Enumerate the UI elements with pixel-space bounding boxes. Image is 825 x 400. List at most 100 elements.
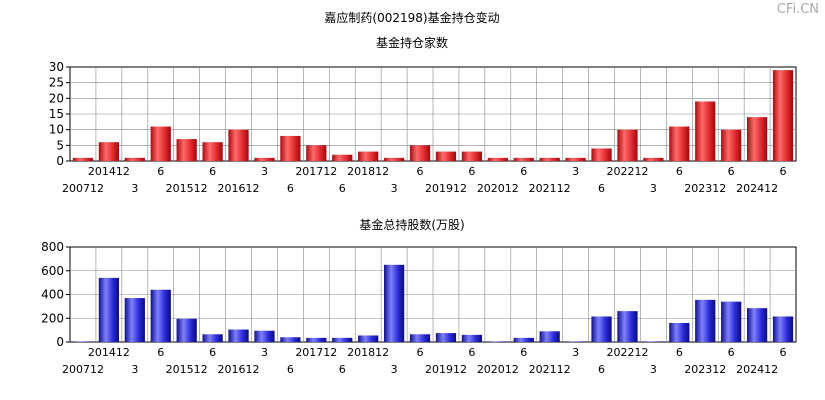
c1-bar — [98, 142, 120, 161]
c2-xtick-label: 202212 — [606, 346, 648, 359]
c2-xtick-label: 3 — [261, 346, 268, 359]
c1-bar — [669, 126, 690, 161]
c1-xtick-label: 201812 — [347, 165, 389, 178]
page-title: 嘉应制药(002198)基金持仓变动 — [324, 10, 499, 25]
c1-xtick-label: 6 — [468, 165, 475, 178]
c2-xtick-label: 3 — [572, 346, 579, 359]
c2-bar — [383, 264, 405, 342]
chart2-title: 基金总持股数(万股) — [359, 217, 464, 232]
c1-bar — [772, 70, 794, 161]
c1-xtick-label: 202012 — [477, 182, 519, 195]
c2-bar — [150, 289, 171, 342]
c2-ytick-label: 200 — [41, 311, 64, 325]
c1-xtick-label: 6 — [520, 165, 527, 178]
c2-xtick-label: 6 — [676, 346, 683, 359]
watermark: CFi.CN — [776, 2, 819, 17]
c1-xtick-label: 202212 — [606, 165, 648, 178]
c2-bar — [124, 298, 145, 342]
c1-ytick-label: 25 — [49, 76, 64, 90]
c2-bar — [487, 341, 508, 342]
c2-xtick-label: 6 — [339, 363, 346, 376]
c2-bar — [746, 308, 768, 342]
c1-bar — [643, 157, 664, 161]
c2-xtick-label: 6 — [157, 346, 164, 359]
c2-bar — [98, 277, 120, 342]
c2-xtick-label: 3 — [131, 363, 138, 376]
c1-bar — [539, 157, 560, 161]
c2-xtick-label: 201712 — [295, 346, 337, 359]
c2-bar — [721, 301, 742, 342]
c1-xtick-label: 202412 — [736, 182, 778, 195]
c1-xtick-label: 6 — [157, 165, 164, 178]
c2-bar — [72, 341, 94, 342]
c1-xtick-label: 6 — [417, 165, 424, 178]
c1-xtick-label: 6 — [780, 165, 787, 178]
c1-bar — [513, 157, 534, 161]
c2-bar — [280, 337, 301, 342]
c1-xtick-label: 3 — [261, 165, 268, 178]
c2-xtick-label: 6 — [780, 346, 787, 359]
c2-bar — [461, 334, 483, 342]
c2-xtick-label: 202312 — [684, 363, 726, 376]
c2-bar — [565, 341, 586, 342]
c1-xtick-label: 202312 — [684, 182, 726, 195]
c2-bar — [617, 311, 638, 342]
c1-bar — [332, 154, 353, 161]
c2-ytick-label: 800 — [41, 240, 64, 254]
c1-bar — [228, 129, 249, 161]
c1-bar — [487, 157, 508, 161]
c1-bar — [746, 117, 768, 161]
c2-ytick-label: 600 — [41, 264, 64, 278]
c2-xtick-label: 201912 — [425, 363, 467, 376]
c2-xtick-label: 6 — [468, 346, 475, 359]
c2-ytick-label: 0 — [56, 335, 64, 349]
c2-bar — [695, 299, 716, 342]
c2-xtick-label: 6 — [417, 346, 424, 359]
c2-bar — [176, 318, 197, 342]
c2-bar — [332, 337, 353, 342]
c1-xtick-label: 201612 — [218, 182, 260, 195]
c2-xtick-label: 6 — [287, 363, 294, 376]
c2-bar — [306, 337, 327, 342]
c1-xtick-label: 3 — [391, 182, 398, 195]
c2-bar — [772, 316, 794, 342]
c1-xtick-label: 6 — [728, 165, 735, 178]
c2-xtick-label: 6 — [598, 363, 605, 376]
c2-xtick-label: 201512 — [166, 363, 208, 376]
c2-bar — [643, 341, 664, 342]
c1-bar — [124, 157, 145, 161]
c1-bar — [591, 148, 612, 161]
c1-ytick-label: 15 — [49, 107, 64, 121]
c2-xtick-label: 6 — [209, 346, 216, 359]
c2-bar — [358, 335, 379, 342]
c2-xtick-label: 201812 — [347, 346, 389, 359]
chart1-title: 基金持仓家数 — [376, 35, 448, 50]
c1-bar — [176, 139, 197, 161]
c1-xtick-label: 6 — [598, 182, 605, 195]
c1-bar — [461, 151, 483, 161]
c2-bar — [228, 329, 249, 342]
c1-bar — [280, 135, 301, 161]
c1-ytick-label: 0 — [56, 154, 64, 168]
c1-xtick-label: 201512 — [166, 182, 208, 195]
c1-xtick-label: 200712 — [62, 182, 104, 195]
c2-xtick-label: 3 — [650, 363, 657, 376]
c1-bar — [72, 157, 94, 161]
c1-xtick-label: 3 — [131, 182, 138, 195]
c2-xtick-label: 201612 — [218, 363, 260, 376]
c1-ytick-label: 5 — [56, 138, 64, 152]
c1-xtick-label: 201912 — [425, 182, 467, 195]
c1-xtick-label: 6 — [676, 165, 683, 178]
c1-bar — [409, 145, 431, 161]
c1-bar — [695, 101, 716, 161]
c1-bar — [358, 151, 379, 161]
c1-bar — [202, 142, 223, 161]
c1-bar — [721, 129, 742, 161]
c1-bar — [435, 151, 457, 161]
c2-xtick-label: 6 — [728, 346, 735, 359]
c1-ytick-label: 20 — [49, 91, 64, 105]
c2-xtick-label: 6 — [520, 346, 527, 359]
c2-bar — [513, 337, 534, 342]
